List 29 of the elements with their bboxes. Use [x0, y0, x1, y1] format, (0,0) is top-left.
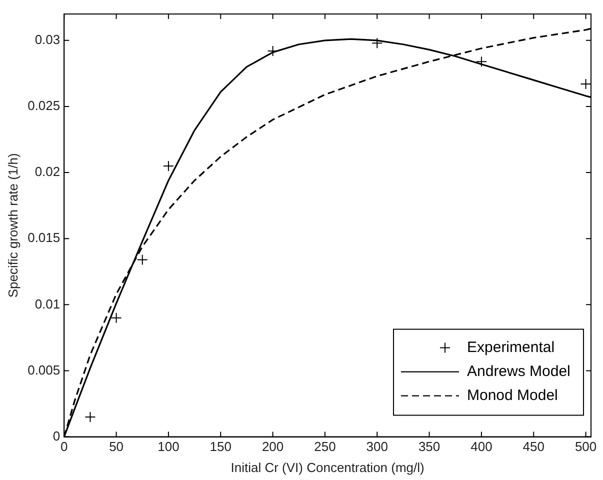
- y-tick-label: 0.015: [28, 230, 60, 246]
- x-tick-label: 200: [262, 439, 284, 454]
- x-tick-label: 500: [574, 439, 597, 454]
- x-tick-label: 300: [366, 439, 388, 454]
- legend-label: Experimental: [467, 338, 555, 356]
- y-tick-label: 0.025: [28, 98, 60, 114]
- x-tick-label: 150: [210, 439, 232, 454]
- x-tick-label: 450: [522, 439, 544, 454]
- x-tick-label: 400: [470, 439, 492, 454]
- point: [476, 56, 487, 68]
- point: [110, 312, 122, 324]
- x-tick-label: 50: [109, 439, 124, 454]
- point: [84, 411, 96, 422]
- y-tick-label: 0.01: [34, 296, 60, 312]
- y-tick-label: 0.03: [34, 32, 60, 48]
- y-tick-label: 0: [52, 428, 60, 444]
- legend-label: Monod Model: [467, 386, 558, 404]
- y-tick-label: 0.02: [34, 164, 60, 180]
- x-tick-label: 350: [418, 439, 440, 454]
- point: [372, 38, 383, 49]
- point: [580, 78, 591, 90]
- x-tick-label: 100: [158, 439, 180, 454]
- y-tick-label: 0.005: [28, 362, 60, 378]
- legend-label: Andrews Model: [467, 362, 570, 380]
- point: [162, 160, 174, 172]
- x-tick-label: 250: [314, 439, 336, 454]
- point: [136, 254, 148, 266]
- x-axis-title: Initial Cr (VI) Concentration (mg/l): [230, 460, 424, 475]
- y-axis-title: Specific growth rate (1/h): [5, 153, 20, 298]
